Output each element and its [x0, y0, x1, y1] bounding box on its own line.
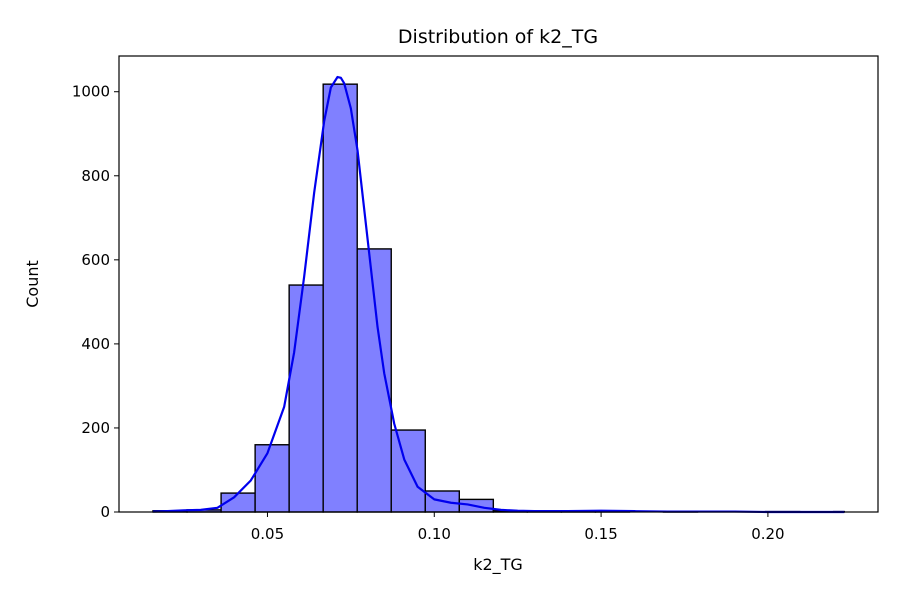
- x-tick-label: 0.05: [251, 525, 284, 543]
- histogram-bar: [288, 284, 324, 513]
- histogram-bar: [322, 83, 358, 513]
- x-tick-label: 0.20: [751, 525, 784, 543]
- chart-title: Distribution of k2_TG: [398, 26, 598, 48]
- x-tick-label: 0.10: [418, 525, 451, 543]
- x-axis-ticks: 0.05 0.10 0.15 0.20: [251, 512, 785, 543]
- histogram-bar: [390, 429, 426, 513]
- y-axis-ticks: 0 200 400 600 800 1000: [72, 83, 119, 521]
- x-axis-label: k2_TG: [473, 555, 523, 575]
- y-tick-label: 0: [100, 503, 110, 521]
- y-axis-label: Count: [23, 260, 42, 308]
- y-tick-label: 400: [81, 335, 110, 353]
- kde-curve-group: [152, 75, 845, 514]
- x-tick-label: 0.15: [584, 525, 617, 543]
- histogram-bars: [152, 83, 846, 513]
- kde-curve: [152, 75, 845, 514]
- y-tick-label: 600: [81, 251, 110, 269]
- y-tick-label: 200: [81, 419, 110, 437]
- y-tick-label: 1000: [72, 83, 110, 101]
- histogram-bar: [254, 444, 290, 513]
- plot-frame: [118, 55, 879, 513]
- y-tick-label: 800: [81, 167, 110, 185]
